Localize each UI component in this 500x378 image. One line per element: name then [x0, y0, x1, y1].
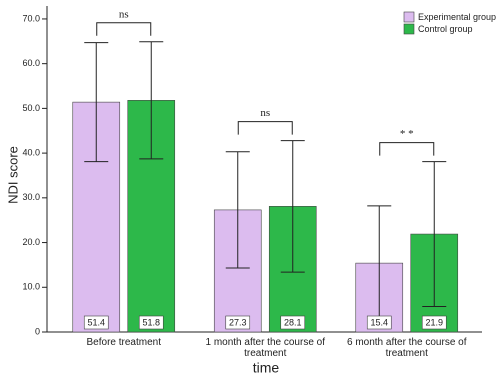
y-tick-label: 70.0: [22, 13, 40, 23]
legend-label: Control group: [418, 24, 473, 34]
error-bar: [280, 140, 305, 273]
value-label: 15.4: [370, 317, 388, 327]
y-tick-label: 60.0: [22, 58, 40, 68]
value-label: 21.9: [425, 317, 443, 327]
x-tick-label: 6 month after the course of treatment: [346, 337, 467, 359]
y-tick-label: 10.0: [22, 282, 40, 292]
y-tick-label: 40.0: [22, 147, 40, 157]
value-label: 51.4: [87, 317, 105, 327]
legend-label: Experimental group: [418, 12, 496, 22]
y-tick-label: 30.0: [22, 192, 40, 202]
annotation: ns: [260, 107, 270, 119]
y-tick-label: 0: [35, 326, 40, 336]
error-bar: [422, 161, 447, 308]
value-label: 51.8: [142, 317, 160, 327]
x-axis-label: time: [253, 360, 280, 376]
x-tick-label-box: Before treatment: [86, 337, 161, 348]
value-label: 28.1: [284, 317, 302, 327]
significance-bracket: [379, 142, 435, 156]
value-label-box: [225, 315, 251, 330]
value-label-box: [366, 315, 392, 330]
significance-bracket: [96, 22, 152, 36]
significance-bracket: [237, 121, 293, 135]
value-label-box: [280, 315, 306, 330]
y-tick-label: 50.0: [22, 103, 40, 113]
value-label-box: [421, 315, 447, 330]
x-tick-label: 1 month after the course of treatment: [205, 337, 325, 359]
annotation: ns: [119, 8, 129, 20]
annotation: * *: [400, 128, 414, 140]
y-axis-label: NDI score: [5, 146, 20, 204]
x-tick-label: Before treatment: [86, 337, 161, 348]
error-bar: [139, 41, 164, 160]
legend-swatch: [403, 11, 415, 23]
value-label: 27.3: [229, 317, 247, 327]
y-tick-label: 20.0: [22, 237, 40, 247]
error-bar: [84, 42, 109, 163]
x-tick-label-box: 6 month after the course of treatment: [346, 337, 467, 359]
legend-swatch: [403, 23, 415, 35]
x-tick-label-box: 1 month after the course of treatment: [205, 337, 325, 359]
value-label-box: [83, 315, 109, 330]
value-label-box: [138, 315, 164, 330]
error-bar: [225, 151, 250, 269]
